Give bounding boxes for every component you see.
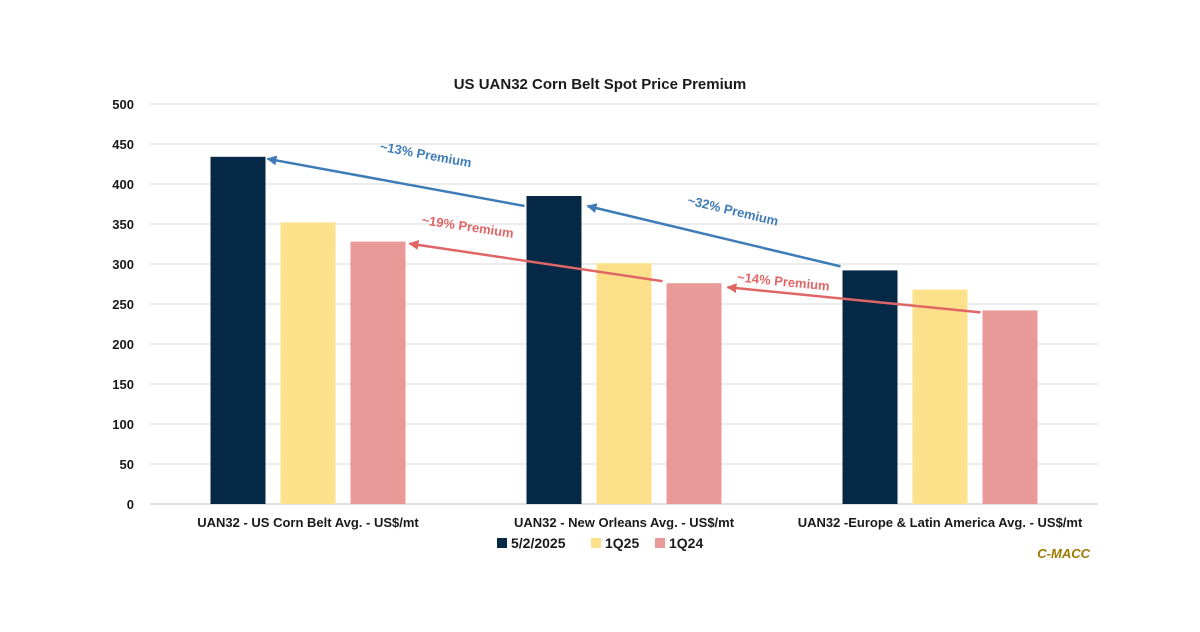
premium-arrow bbox=[408, 239, 663, 283]
premium-arrow bbox=[266, 155, 525, 208]
x-tick-label: UAN32 - New Orleans Avg. - US$/mt bbox=[514, 515, 735, 530]
bar-1Q25-2 bbox=[912, 289, 968, 504]
y-tick-label: 100 bbox=[112, 417, 134, 432]
y-tick-label: 500 bbox=[112, 97, 134, 112]
premium-label: ~19% Premium bbox=[421, 212, 515, 240]
y-tick-label: 350 bbox=[112, 217, 134, 232]
x-tick-label: UAN32 - US Corn Belt Avg. - US$/mt bbox=[197, 515, 419, 530]
x-axis-labels: UAN32 - US Corn Belt Avg. - US$/mt UAN32 … bbox=[197, 515, 1083, 530]
bar-5-2-2025-0 bbox=[210, 156, 266, 505]
legend-swatch bbox=[591, 538, 601, 548]
premium-arrow bbox=[726, 283, 981, 314]
legend-label: 1Q24 bbox=[669, 535, 703, 551]
y-tick-label: 250 bbox=[112, 297, 134, 312]
x-tick-label: UAN32 -Europe & Latin America Avg. - US$… bbox=[798, 515, 1083, 530]
source-label: C-MACC bbox=[1037, 546, 1090, 561]
legend: 5/2/2025 1Q25 1Q24 bbox=[497, 535, 703, 551]
bars bbox=[210, 156, 1038, 505]
bar-5-2-2025-2 bbox=[842, 270, 898, 504]
premium-arrow bbox=[586, 203, 841, 268]
legend-label: 1Q25 bbox=[605, 535, 639, 551]
y-tick-label: 0 bbox=[127, 497, 134, 512]
premium-label: ~32% Premium bbox=[686, 193, 780, 229]
chart-title: US UAN32 Corn Belt Spot Price Premium bbox=[454, 76, 747, 93]
bar-1Q25-0 bbox=[280, 222, 336, 504]
bar-1Q25-1 bbox=[596, 263, 652, 504]
bar-1Q24-1 bbox=[666, 283, 722, 504]
legend-label: 5/2/2025 bbox=[511, 535, 566, 551]
y-tick-label: 50 bbox=[120, 457, 134, 472]
y-tick-label: 200 bbox=[112, 337, 134, 352]
y-tick-label: 450 bbox=[112, 137, 134, 152]
legend-swatch bbox=[497, 538, 507, 548]
bar-1Q24-2 bbox=[982, 310, 1038, 504]
y-tick-label: 150 bbox=[112, 377, 134, 392]
y-tick-label: 300 bbox=[112, 257, 134, 272]
bar-5-2-2025-1 bbox=[526, 196, 582, 504]
y-axis-ticks: 0 50 100 150 200 250 300 350 400 450 500 bbox=[112, 97, 134, 512]
y-tick-label: 400 bbox=[112, 177, 134, 192]
legend-swatch bbox=[655, 538, 665, 548]
bar-1Q24-0 bbox=[350, 241, 406, 504]
